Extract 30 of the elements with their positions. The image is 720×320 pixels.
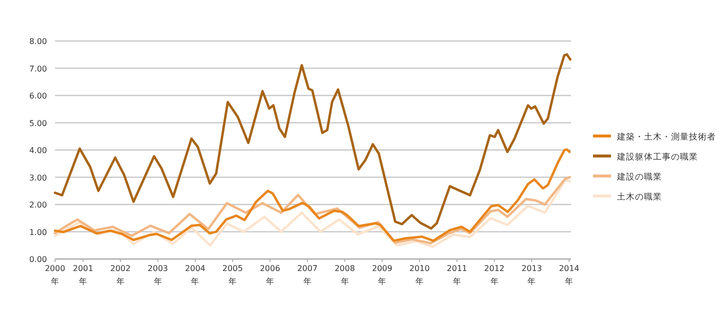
y-tick-label: 7.00 [29, 64, 47, 74]
legend-label: 建築・土木・測量技術者 [616, 132, 716, 142]
x-tick-label: 2009年 [372, 264, 392, 286]
x-tick-label: 2003年 [148, 264, 168, 286]
x-tick-label: 2014年 [558, 264, 580, 286]
x-tick-label: 2000年 [44, 264, 66, 286]
y-tick-label: 6.00 [29, 92, 47, 100]
y-tick-label: 0.00 [29, 255, 47, 264]
line-series [54, 148, 571, 242]
line-series [54, 53, 572, 230]
y-tick-label: 4.00 [29, 146, 47, 155]
legend-label: 建設の職業 [616, 172, 662, 182]
x-tick-label: 2013年 [522, 264, 542, 286]
y-tick-label: 3.00 [29, 173, 47, 182]
y-tick-label: 1.00 [29, 228, 47, 237]
y-tick-label: 5.00 [29, 118, 47, 128]
x-tick-label: 2008年 [334, 264, 355, 286]
legend-label: 土木の職業 [617, 192, 662, 202]
x-tick-label: 2012年 [484, 264, 505, 286]
legend-label: 建設躯体工事の職業 [616, 152, 698, 162]
x-tick-label: 2005年 [222, 264, 243, 286]
x-tick-label: 2011年 [446, 264, 468, 286]
y-tick-label: 8.00 [29, 37, 47, 46]
y-tick-label: 2.00 [29, 200, 47, 210]
x-tick-label: 2006年 [260, 264, 280, 286]
x-tick-label: 2004年 [185, 264, 206, 286]
x-tick-label: 2010年 [409, 264, 430, 286]
x-tick-label: 2007年 [297, 264, 318, 286]
x-tick-label: 2001年 [72, 264, 94, 286]
x-tick-label: 2002年 [110, 264, 131, 286]
